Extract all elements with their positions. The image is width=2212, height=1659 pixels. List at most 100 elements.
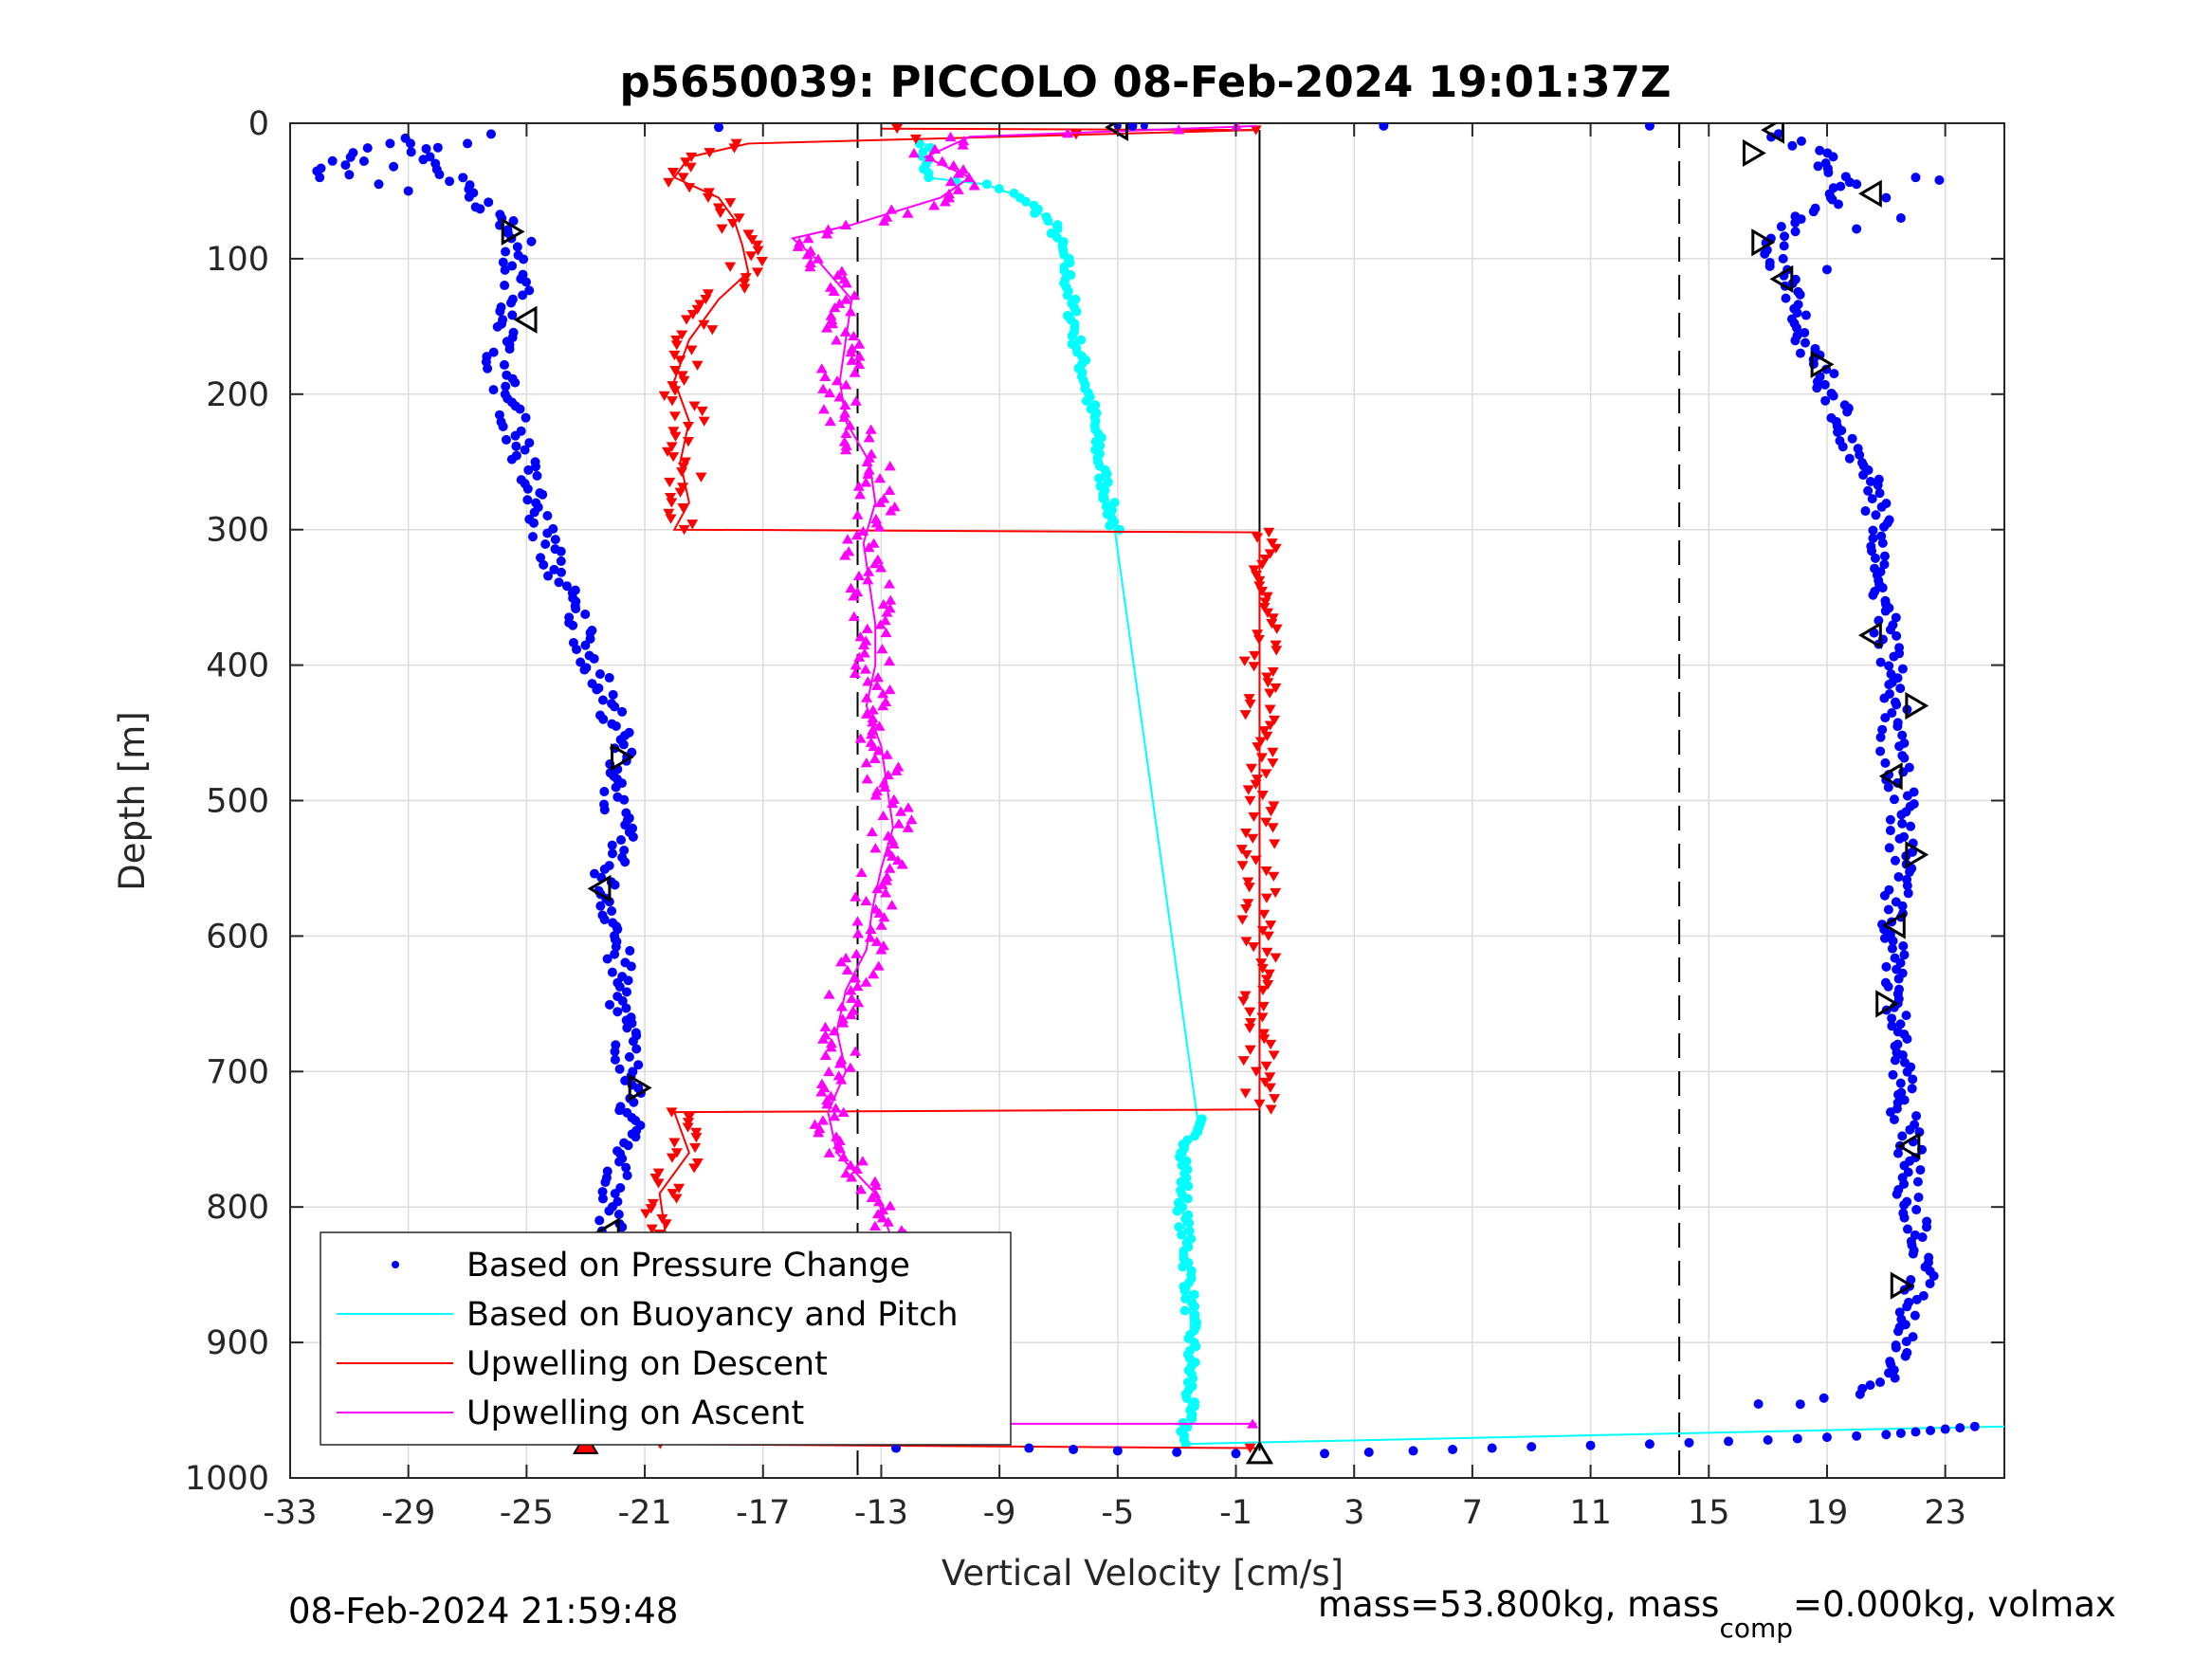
legend-marker-pressure [392,1261,399,1268]
ascent-point [864,932,876,942]
descent-point [680,157,692,168]
descent-point [1267,666,1279,678]
descent-point [1240,849,1252,861]
descent-point [1250,855,1262,866]
descent-point [669,431,682,442]
pressure-point [506,298,517,308]
pressure-point [623,975,633,986]
descent-point [1260,866,1272,877]
descent-point [691,360,704,371]
descent-point [1248,565,1260,575]
descent-point [1239,710,1252,720]
ascent-point [860,477,872,487]
descent-point [668,411,681,422]
pressure-point [1897,1131,1908,1141]
pressure-point [1908,1332,1918,1342]
ascent-point [841,964,853,975]
descent-point [682,1122,694,1133]
descent-point [670,1194,683,1204]
pressure-point [1820,158,1831,169]
x-tick-label: -9 [983,1494,1016,1532]
pressure-point [1892,1148,1903,1158]
x-tick-label: 7 [1462,1494,1483,1532]
pressure-point [1796,136,1806,146]
pressure-point [403,186,413,196]
pressure-point [1801,337,1811,348]
descent-point [1254,737,1267,747]
buoyancy-point [1190,1302,1200,1312]
buoyancy-point [1190,1131,1200,1141]
pressure-point [488,347,499,357]
ascent-point [852,997,865,1008]
descent-point [677,503,689,514]
pressure-point [1884,515,1894,525]
pressure-point [610,1054,620,1065]
pressure-point [1815,145,1825,155]
pressure-point [1684,1437,1694,1448]
descent-point [669,365,682,376]
pressure-point [540,539,551,550]
ascent-point [866,448,878,459]
pressure-point [610,1047,620,1057]
pressure-point [615,835,626,846]
descent-point [1252,634,1265,646]
y-tick-label: 100 [206,241,269,279]
ascent-point [850,948,863,958]
ascent-point [872,672,885,683]
pressure-point [1865,476,1875,486]
pressure-point [464,191,474,202]
ascent-point [858,647,870,658]
y-tick-label: 200 [206,376,269,414]
pressure-point [1880,713,1891,723]
mass-annotation-part-2: =0.000kg, volmax [1793,1584,2116,1625]
annotation-triangle [1905,841,1929,869]
descent-point [1250,571,1262,581]
pressure-point [485,129,496,139]
descent-point [1248,662,1260,672]
pressure-point [1891,697,1901,707]
pressure-point [604,1206,614,1216]
descent-point [1256,1012,1269,1023]
descent-point [667,1189,679,1199]
ascent-point [852,481,865,491]
ascent-point [892,761,905,772]
pressure-point [1883,904,1893,915]
pressure-point [1857,458,1868,468]
descent-point [1260,1061,1272,1071]
ascent-point [860,895,872,906]
pressure-point [1894,1307,1905,1318]
descent-point [696,406,708,417]
pressure-point [1820,395,1831,406]
pressure-point [1903,888,1913,899]
descent-point [1265,921,1277,931]
ascent-point [865,923,877,935]
descent-point [1237,996,1250,1007]
pressure-point [620,820,631,830]
descent-point [1255,753,1268,763]
descent-point [1252,533,1264,543]
ascent-point [850,1163,863,1174]
pressure-point [1898,1208,1909,1218]
pressure-point [1910,173,1921,183]
y-tick-label: 0 [248,105,269,143]
pressure-point [628,831,638,842]
buoyancy-point [1102,469,1112,480]
ascent-point [936,155,948,166]
annotation-triangles [501,123,1929,1465]
descent-point [670,340,683,351]
pressure-point [315,173,325,183]
pressure-point [1787,140,1798,151]
descent-point [739,283,751,294]
pressure-point [316,163,326,173]
pressure-point [1112,1446,1123,1456]
descent-point [716,224,728,234]
ascent-point [870,936,883,946]
descent-point [1267,758,1279,769]
buoyancy-point [1182,1194,1193,1204]
ascent-point [853,338,866,349]
pressure-point [529,507,539,518]
descent-point [1264,704,1276,715]
pressure-point [1408,1446,1418,1456]
descent-point [665,492,677,503]
pressure-point [556,567,566,577]
